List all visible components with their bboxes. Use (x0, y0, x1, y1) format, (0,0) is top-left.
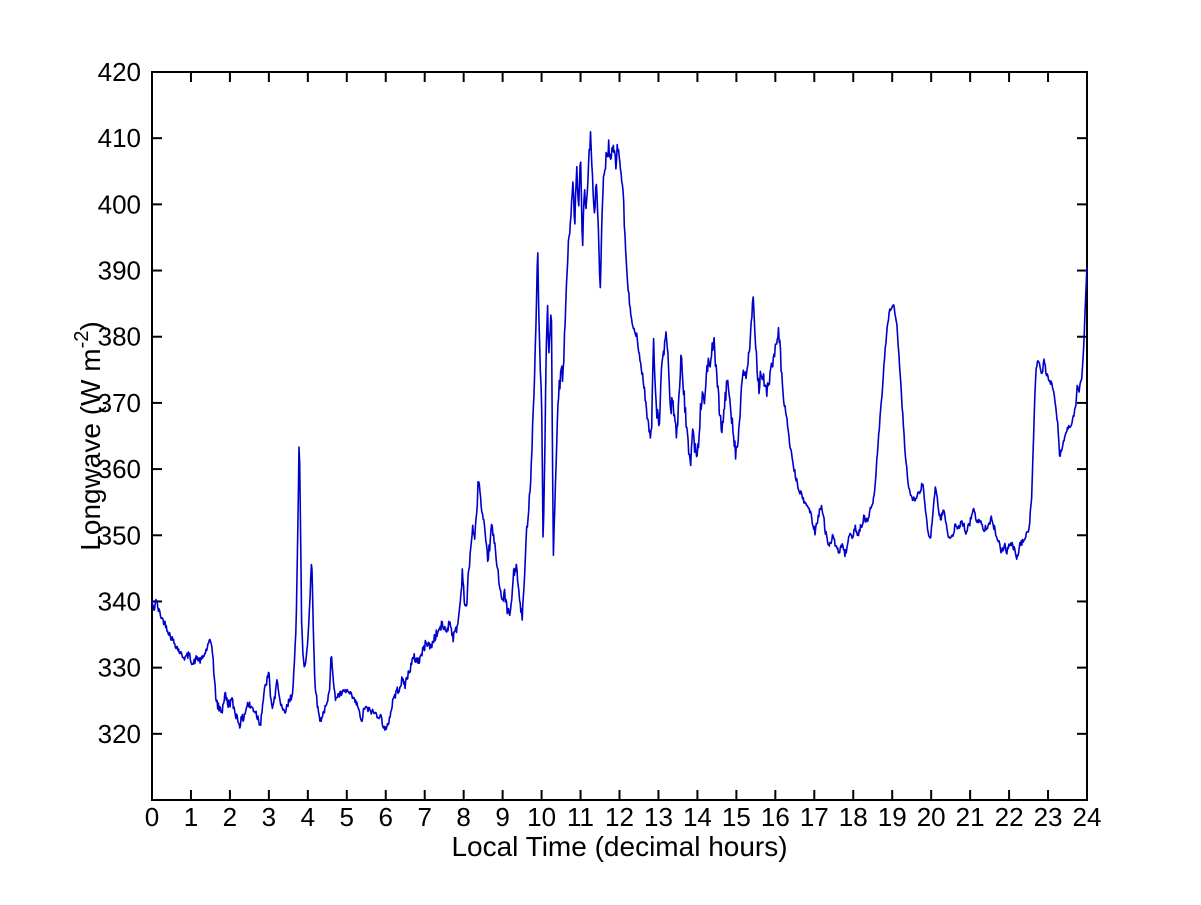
tick-labels: 0 1 2 3 4 5 6 7 8 9 10 11 12 13 14 15 16 17 18 19 20 21 22 23 24… (98, 57, 1102, 832)
axis-ticks (151, 71, 1088, 800)
x-tick-label: 24 (1073, 802, 1102, 832)
y-tick-label: 390 (98, 256, 141, 286)
x-tick-label: 9 (495, 802, 509, 832)
x-tick-label: 22 (995, 802, 1024, 832)
x-tick-label: 15 (722, 802, 751, 832)
x-tick-label: 12 (605, 802, 634, 832)
y-tick-label: 420 (98, 57, 141, 87)
x-tick-label: 20 (917, 802, 946, 832)
y-tick-label: 370 (98, 388, 141, 418)
x-tick-label: 10 (527, 802, 556, 832)
y-tick-label: 380 (98, 322, 141, 352)
x-tick-label: 11 (567, 802, 594, 832)
x-tick-label: 14 (683, 802, 712, 832)
y-tick-label: 400 (98, 189, 141, 219)
x-tick-label: 13 (644, 802, 673, 832)
x-tick-label: 18 (839, 802, 868, 832)
x-tick-label: 21 (956, 802, 985, 832)
x-axis-label: Local Time (decimal hours) (451, 831, 787, 862)
x-tick-label: 1 (184, 802, 198, 832)
data-line (151, 131, 1088, 731)
y-axis-label: Longwave (W m-2) (71, 321, 106, 550)
y-tick-label: 410 (98, 123, 141, 153)
y-tick-label: 320 (98, 719, 141, 749)
x-tick-label: 3 (262, 802, 276, 832)
x-tick-label: 6 (379, 802, 393, 832)
x-tick-label: 4 (301, 802, 315, 832)
x-tick-label: 23 (1034, 802, 1063, 832)
y-tick-label: 360 (98, 454, 141, 484)
x-tick-label: 5 (340, 802, 354, 832)
x-tick-label: 0 (145, 802, 159, 832)
y-tick-label: 350 (98, 520, 141, 550)
x-tick-label: 8 (456, 802, 470, 832)
x-tick-label: 7 (417, 802, 431, 832)
x-tick-label: 2 (223, 802, 237, 832)
x-tick-label: 19 (878, 802, 907, 832)
y-tick-label: 330 (98, 653, 141, 683)
x-tick-label: 16 (761, 802, 790, 832)
x-tick-label: 17 (800, 802, 829, 832)
y-tick-label: 340 (98, 586, 141, 616)
